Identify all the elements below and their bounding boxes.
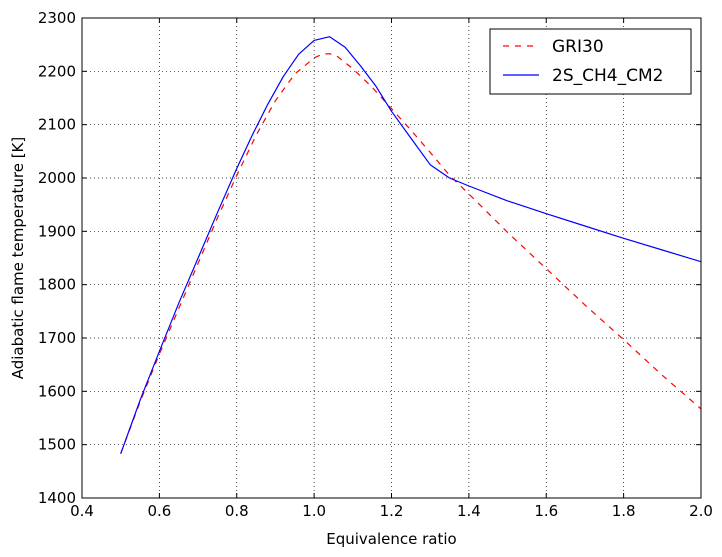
plot-frame xyxy=(81,17,702,499)
y-tick-label: 2200 xyxy=(38,62,76,80)
legend-label-1: GRI30 xyxy=(552,37,604,57)
x-tick-label: 1.4 xyxy=(457,502,481,520)
legend: GRI30 2S_CH4_CM2 xyxy=(489,28,692,95)
x-tick-label: 0.8 xyxy=(225,502,249,520)
legend-box xyxy=(489,28,692,95)
x-tick-label: 1.2 xyxy=(380,502,404,520)
series-group xyxy=(120,36,701,454)
x-tick-label: 0.6 xyxy=(147,502,171,520)
y-tick-label: 1500 xyxy=(38,436,76,454)
x-tick-label: 2.0 xyxy=(689,502,713,520)
ticks xyxy=(81,17,702,499)
series-line-1 xyxy=(120,53,701,454)
y-tick-label: 1600 xyxy=(38,382,76,400)
y-tick-label: 2000 xyxy=(38,169,76,187)
x-tick-label: 1.6 xyxy=(534,502,558,520)
x-tick-label: 0.4 xyxy=(70,502,94,520)
y-tick-label: 2300 xyxy=(38,9,76,27)
y-axis-label: Adiabatic flame temperature [K] xyxy=(9,137,27,380)
legend-label-2: 2S_CH4_CM2 xyxy=(552,66,663,86)
y-tick-label: 1400 xyxy=(38,489,76,507)
series-line-2 xyxy=(120,36,701,454)
grid xyxy=(81,17,702,499)
y-tick-label: 2100 xyxy=(38,116,76,134)
tick-labels: 0.4 0.6 0.8 1.0 1.2 1.4 1.6 1.8 2.0 1400 1500 1600 1… xyxy=(38,9,713,520)
x-tick-label: 1.0 xyxy=(302,502,326,520)
x-tick-label: 1.8 xyxy=(612,502,636,520)
y-tick-label: 1900 xyxy=(38,222,76,240)
y-tick-label: 1700 xyxy=(38,329,76,347)
y-tick-label: 1800 xyxy=(38,276,76,294)
x-axis-label: Equivalence ratio xyxy=(326,530,456,548)
